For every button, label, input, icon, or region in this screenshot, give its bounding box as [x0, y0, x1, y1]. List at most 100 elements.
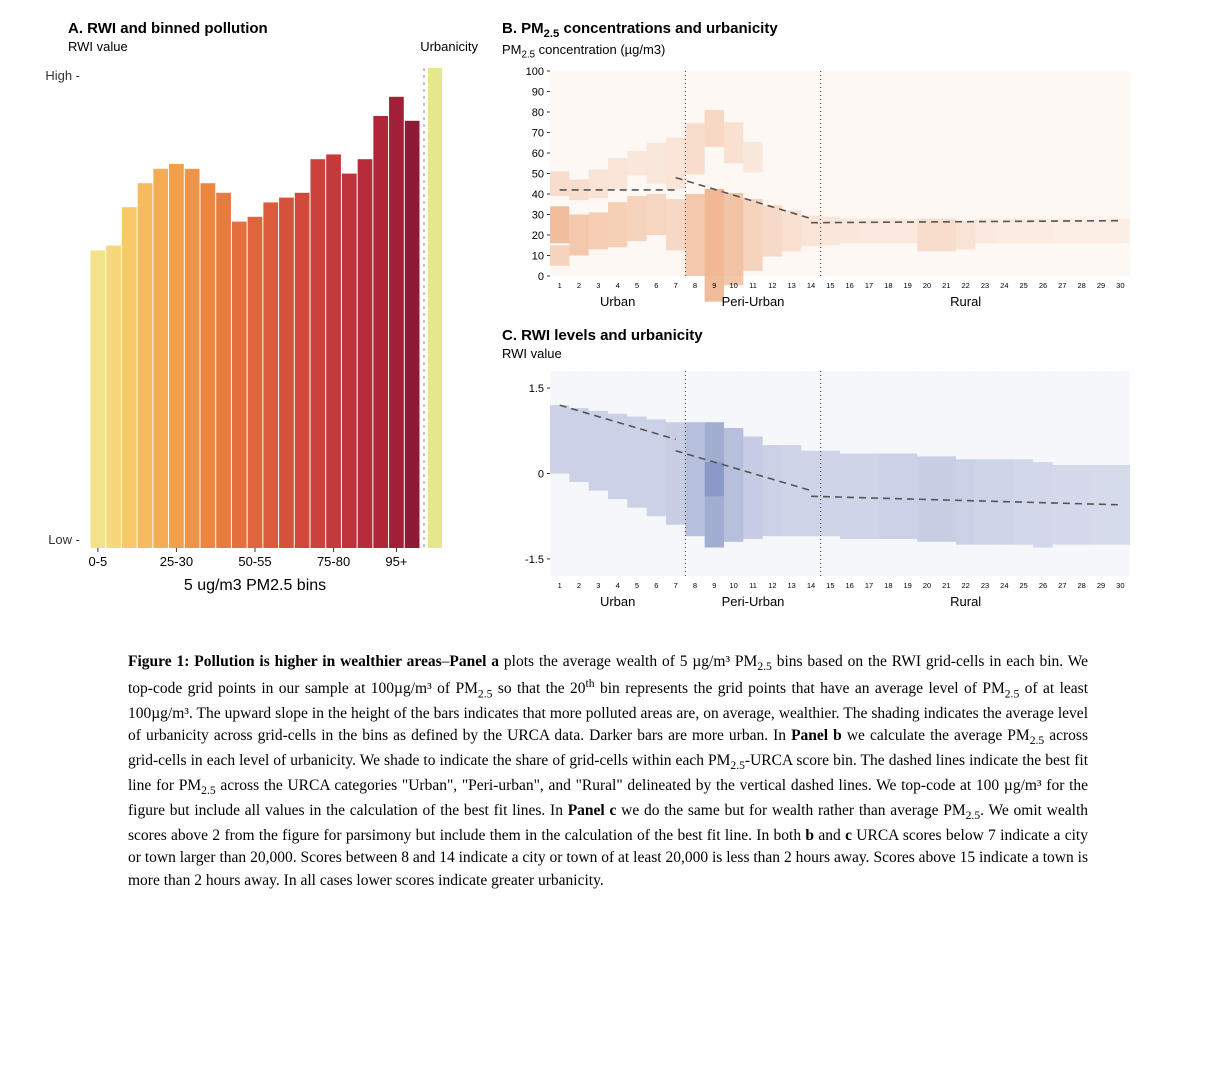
- svg-text:3: 3: [596, 581, 600, 590]
- svg-text:27: 27: [1058, 581, 1066, 590]
- svg-text:80: 80: [532, 107, 544, 119]
- svg-text:24: 24: [1000, 281, 1008, 290]
- svg-text:1.5: 1.5: [529, 383, 544, 395]
- svg-text:Rural: Rural: [950, 294, 981, 309]
- svg-text:21: 21: [942, 281, 950, 290]
- svg-text:Rural: Rural: [950, 594, 981, 609]
- svg-text:18: 18: [884, 581, 892, 590]
- svg-text:14: 14: [807, 581, 815, 590]
- svg-text:0: 0: [538, 468, 544, 480]
- panel-a-chart: High - Low - 0-5 25-30 50-55 75-80 95+ 5 ug/m3 …: [30, 58, 490, 618]
- svg-text:7: 7: [674, 581, 678, 590]
- svg-text:30: 30: [1116, 281, 1124, 290]
- svg-text:23: 23: [981, 581, 989, 590]
- svg-text:2: 2: [577, 281, 581, 290]
- svg-text:20: 20: [532, 230, 544, 242]
- panel-c-subtitle: RWI value: [502, 346, 1142, 361]
- panel-a-subtitle-right: Urbanicity: [420, 39, 478, 54]
- svg-text:17: 17: [865, 281, 873, 290]
- panel-b-subtitle: PM2.5 concentration (µg/m3): [502, 42, 1142, 61]
- panel-c-chart: 1.50-1.512345678910111213141516171819202…: [502, 365, 1142, 625]
- svg-text:25-30: 25-30: [160, 554, 193, 569]
- svg-text:9: 9: [712, 281, 716, 290]
- svg-text:28: 28: [1077, 281, 1085, 290]
- panel-c: C. RWI levels and urbanicity RWI value 1…: [502, 327, 1142, 625]
- svg-text:21: 21: [942, 581, 950, 590]
- svg-text:29: 29: [1097, 581, 1105, 590]
- svg-text:95+: 95+: [385, 554, 407, 569]
- svg-text:10: 10: [532, 250, 544, 262]
- svg-text:24: 24: [1000, 581, 1008, 590]
- svg-text:20: 20: [923, 581, 931, 590]
- svg-text:30: 30: [1116, 581, 1124, 590]
- svg-text:Peri-Urban: Peri-Urban: [722, 594, 785, 609]
- svg-text:22: 22: [961, 281, 969, 290]
- svg-text:3: 3: [596, 281, 600, 290]
- svg-text:28: 28: [1077, 581, 1085, 590]
- svg-text:12: 12: [768, 581, 776, 590]
- svg-text:13: 13: [787, 581, 795, 590]
- panel-a: A. RWI and binned pollution RWI value Ur…: [30, 20, 490, 618]
- svg-text:100: 100: [526, 66, 544, 78]
- svg-text:-1.5: -1.5: [525, 554, 544, 566]
- svg-text:1: 1: [558, 281, 562, 290]
- svg-text:11: 11: [749, 281, 757, 290]
- svg-text:29: 29: [1097, 281, 1105, 290]
- svg-text:40: 40: [532, 189, 544, 201]
- svg-text:22: 22: [961, 581, 969, 590]
- svg-text:Urban: Urban: [600, 594, 635, 609]
- figure-row: A. RWI and binned pollution RWI value Ur…: [30, 20, 1186, 625]
- svg-text:25: 25: [1019, 281, 1027, 290]
- svg-text:15: 15: [826, 281, 834, 290]
- svg-text:High -: High -: [45, 68, 80, 83]
- svg-text:Urban: Urban: [600, 294, 635, 309]
- svg-text:1: 1: [558, 581, 562, 590]
- svg-text:17: 17: [865, 581, 873, 590]
- panel-c-title: C. RWI levels and urbanicity: [502, 327, 1142, 344]
- svg-text:50: 50: [532, 168, 544, 180]
- svg-text:5 ug/m3 PM2.5 bins: 5 ug/m3 PM2.5 bins: [184, 577, 326, 594]
- svg-text:50-55: 50-55: [238, 554, 271, 569]
- svg-text:26: 26: [1039, 581, 1047, 590]
- svg-text:11: 11: [749, 581, 757, 590]
- panel-b: B. PM2.5 concentrations and urbanicity P…: [502, 20, 1142, 325]
- svg-text:8: 8: [693, 581, 697, 590]
- panel-right-column: B. PM2.5 concentrations and urbanicity P…: [502, 20, 1142, 625]
- svg-text:6: 6: [654, 581, 658, 590]
- svg-text:0: 0: [538, 271, 544, 283]
- svg-text:12: 12: [768, 281, 776, 290]
- svg-text:2: 2: [577, 581, 581, 590]
- panel-b-title: B. PM2.5 concentrations and urbanicity: [502, 20, 1142, 40]
- panel-b-chart: 1009080706050403020100123456789101112131…: [502, 65, 1142, 325]
- svg-text:6: 6: [654, 281, 658, 290]
- svg-text:10: 10: [729, 581, 737, 590]
- svg-text:5: 5: [635, 581, 639, 590]
- figure-caption: Figure 1: Pollution is higher in wealthi…: [128, 651, 1088, 893]
- svg-text:7: 7: [674, 281, 678, 290]
- svg-text:19: 19: [903, 581, 911, 590]
- svg-text:18: 18: [884, 281, 892, 290]
- svg-text:70: 70: [532, 127, 544, 139]
- svg-text:25: 25: [1019, 581, 1027, 590]
- svg-text:30: 30: [532, 209, 544, 221]
- svg-text:8: 8: [693, 281, 697, 290]
- panel-a-title: A. RWI and binned pollution: [68, 20, 268, 37]
- svg-text:75-80: 75-80: [317, 554, 350, 569]
- svg-text:19: 19: [903, 281, 911, 290]
- svg-text:90: 90: [532, 86, 544, 98]
- svg-text:Peri-Urban: Peri-Urban: [722, 294, 785, 309]
- svg-text:0-5: 0-5: [88, 554, 107, 569]
- svg-text:5: 5: [635, 281, 639, 290]
- svg-text:27: 27: [1058, 281, 1066, 290]
- svg-text:9: 9: [712, 581, 716, 590]
- svg-text:16: 16: [845, 281, 853, 290]
- panel-a-subtitle-left: RWI value: [68, 39, 128, 54]
- svg-text:Low -: Low -: [48, 532, 80, 547]
- svg-text:60: 60: [532, 148, 544, 160]
- svg-text:13: 13: [787, 281, 795, 290]
- svg-text:16: 16: [845, 581, 853, 590]
- svg-text:4: 4: [616, 581, 620, 590]
- svg-text:10: 10: [729, 281, 737, 290]
- svg-text:14: 14: [807, 281, 815, 290]
- svg-text:15: 15: [826, 581, 834, 590]
